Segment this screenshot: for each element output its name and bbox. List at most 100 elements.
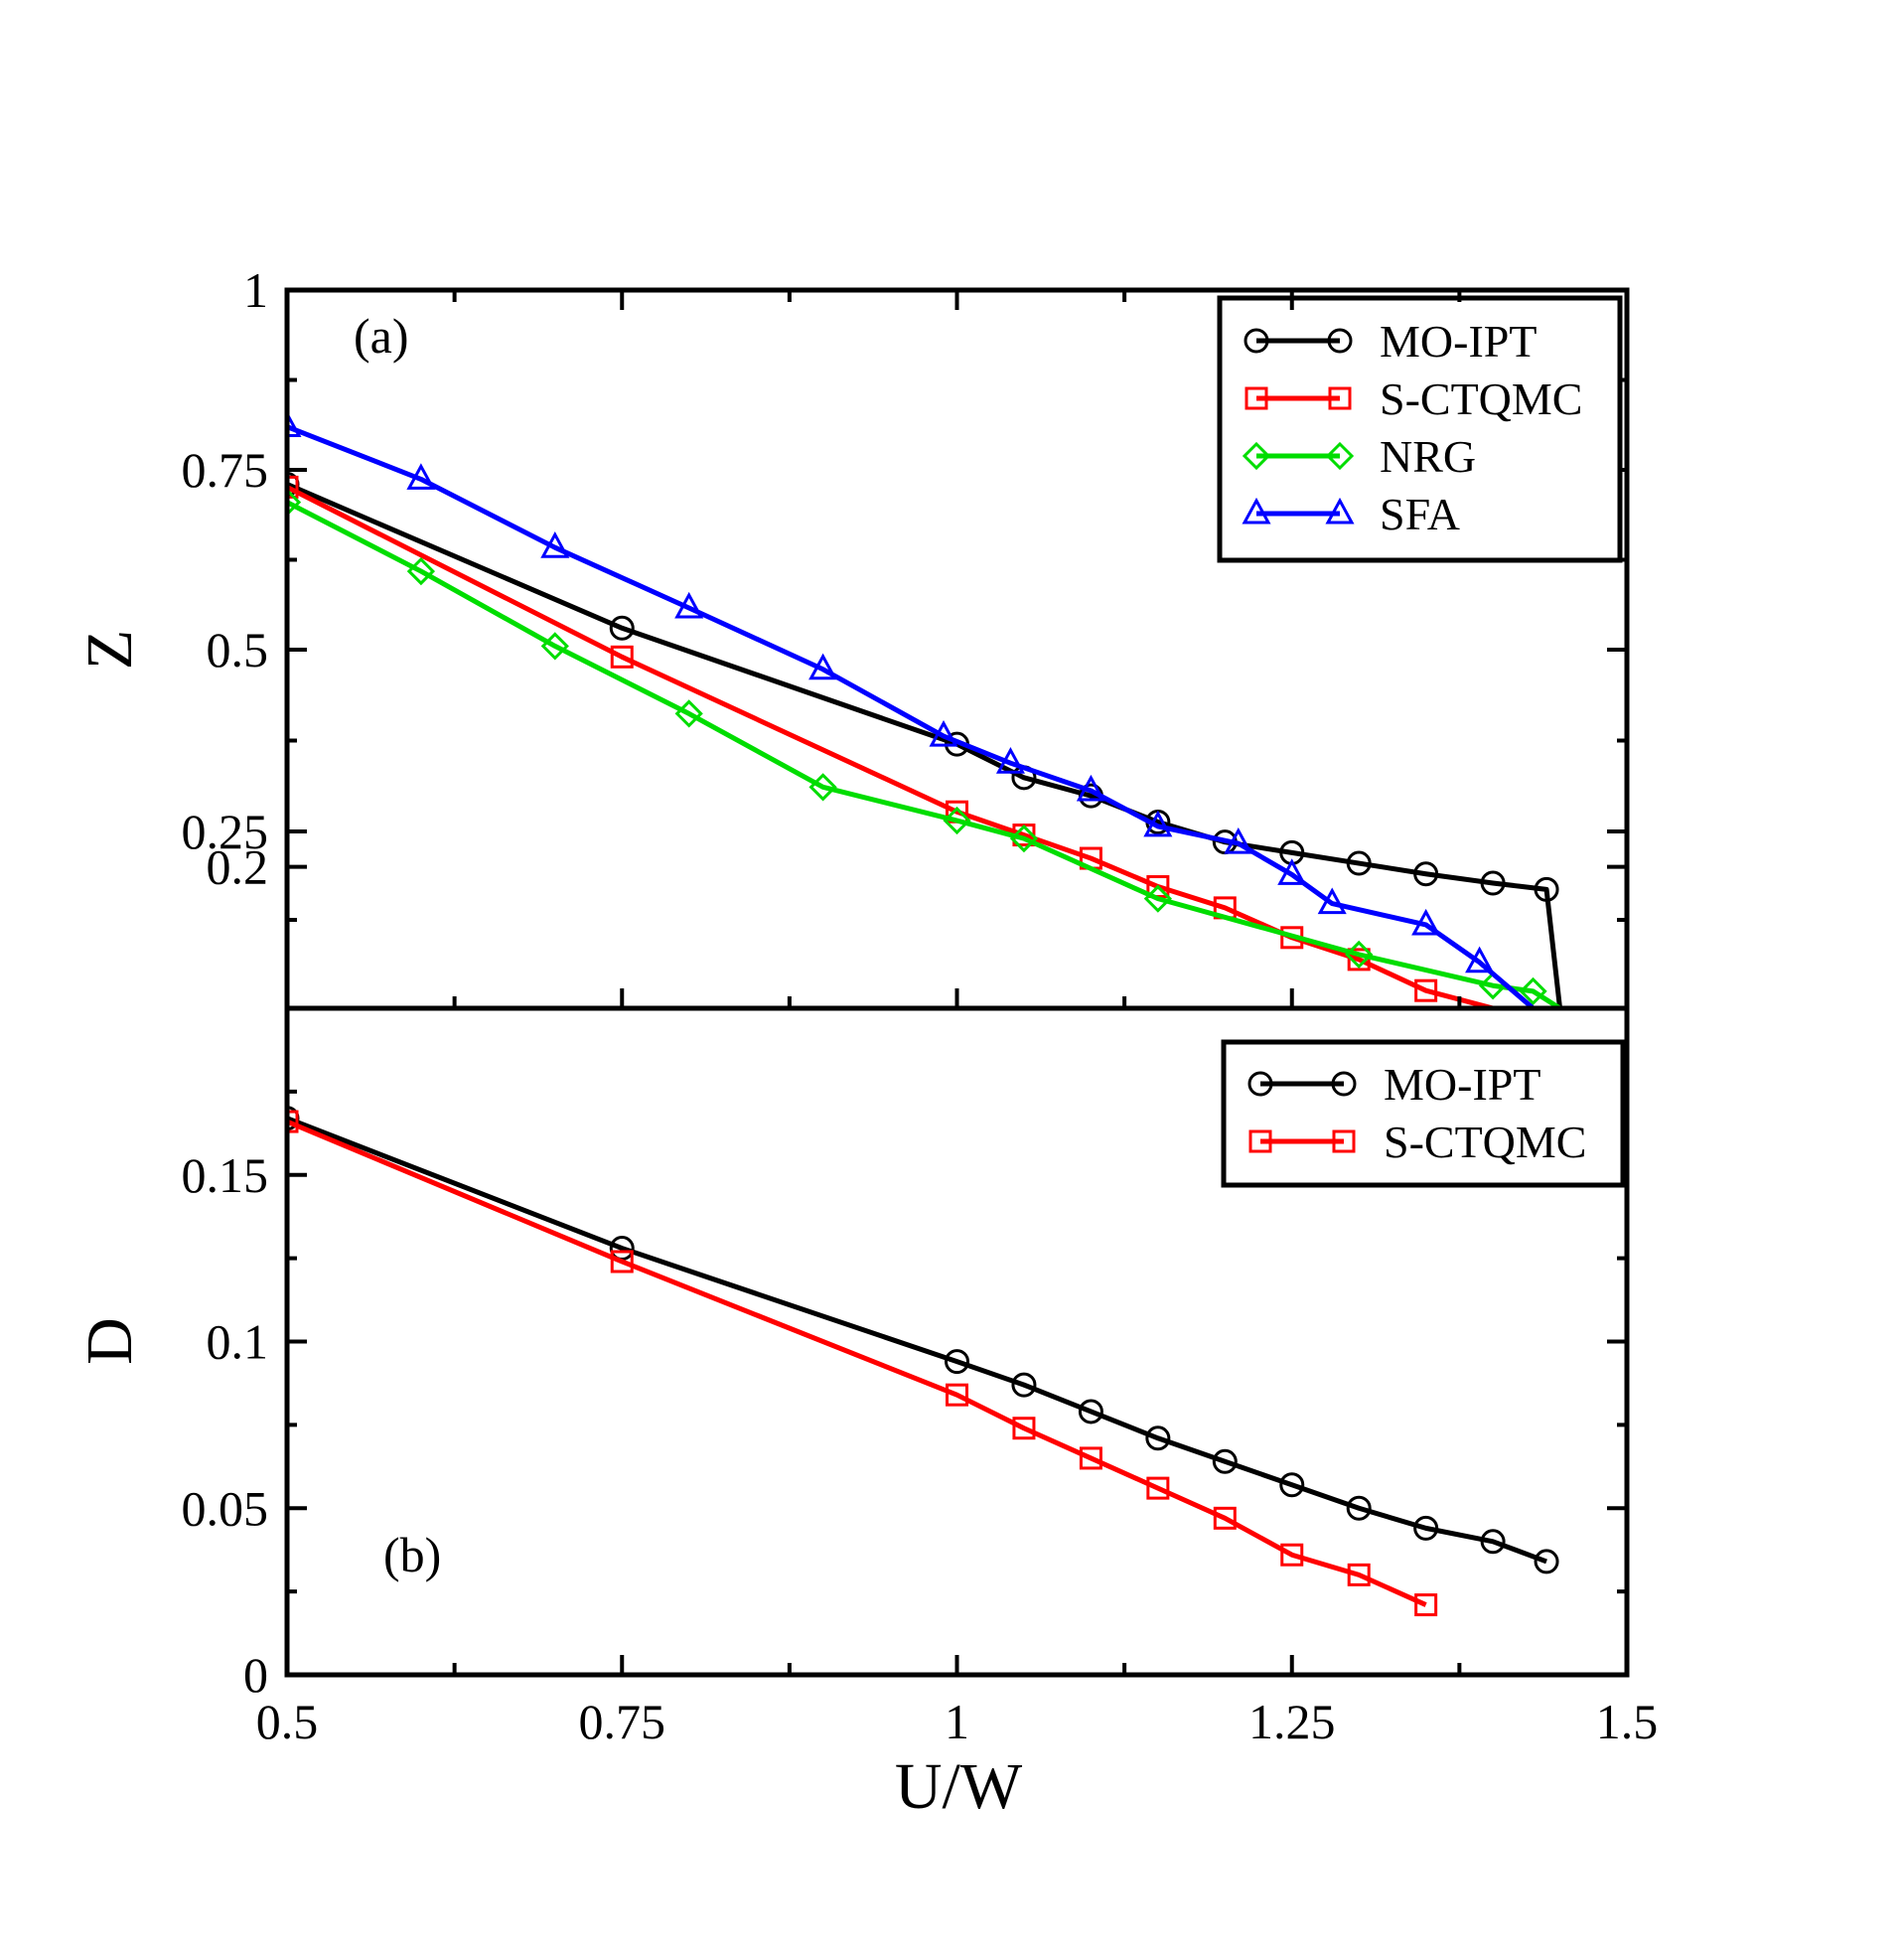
panel-a-point-s-ctqmc-9 — [1414, 978, 1438, 1002]
panel-a-y-title: Z — [73, 630, 146, 670]
panel-b-point-s-ctqmc-3 — [1012, 1417, 1036, 1440]
panel-a-point-nrg-3 — [674, 699, 703, 728]
panel-a-point-mo-ipt-9 — [1413, 861, 1439, 887]
panel-a-point-nrg-0 — [287, 488, 302, 517]
panel-b-legend-marker-end — [1331, 1071, 1357, 1097]
panel-a-legend-label-mo-ipt: MO-IPT — [1380, 316, 1537, 367]
x-axis-title: U/W — [895, 1750, 1023, 1823]
panel-a-point-sfa-8 — [1143, 810, 1173, 837]
panel-b-point-s-ctqmc-1 — [610, 1250, 634, 1274]
panel-b-ytick-label-3: 0.15 — [182, 1147, 269, 1203]
panel-a-line-nrg — [287, 500, 1561, 1008]
panel-a-ytick-label-1: 0.25 — [182, 804, 269, 859]
panel-b-point-s-ctqmc-5 — [1146, 1476, 1170, 1500]
panel-b-point-mo-ipt-2 — [945, 1349, 969, 1375]
panel-a-point-sfa-12 — [1411, 908, 1441, 936]
panel-a-point-sfa-7 — [1076, 774, 1105, 802]
panel-a-legend-label-sfa: SFA — [1380, 489, 1460, 539]
panel-b-line-s-ctqmc — [287, 1119, 1427, 1607]
panel-b-point-mo-ipt-5 — [1145, 1425, 1171, 1451]
panel-a-point-sfa-9 — [1224, 826, 1253, 854]
panel-b-point-mo-ipt-11 — [1534, 1549, 1559, 1574]
panel-b-legend-label-mo-ipt: MO-IPT — [1384, 1059, 1540, 1110]
x-axis: 0.5 0.75 1 1.25 1.5 U/W — [256, 290, 1659, 1823]
panel-a-legend-label-s-ctqmc: S-CTQMC — [1380, 374, 1582, 424]
panel-b-point-s-ctqmc-0 — [287, 1110, 299, 1133]
panel-b-legend-marker-end — [1332, 1129, 1356, 1153]
panel-b-ytick-label-0: 0 — [243, 1647, 268, 1703]
panel-a-point-sfa-3 — [674, 591, 704, 619]
x-tick-label-0: 0.5 — [256, 1694, 319, 1749]
x-tick-label-4: 1.5 — [1596, 1694, 1659, 1749]
panel-a-ytick-label-4: 1 — [243, 262, 268, 318]
panel-b-point-mo-ipt-8 — [1346, 1495, 1372, 1521]
panel-b-point-mo-ipt-3 — [1011, 1372, 1037, 1398]
panel-a-point-nrg-5 — [943, 806, 971, 835]
panel-a-legend-marker-start — [1245, 386, 1268, 410]
panel-b-series-s-ctqmc — [287, 1110, 1438, 1617]
panel-a-label: (a) — [354, 308, 409, 364]
panel-a-point-nrg-10 — [1519, 976, 1547, 1006]
panel-a-point-sfa-6 — [995, 747, 1025, 774]
panel-a-point-nrg-1 — [406, 556, 436, 586]
panel-b-point-s-ctqmc-8 — [1347, 1563, 1371, 1586]
panel-a-legend-marker-start — [1244, 328, 1269, 354]
panel-b-point-s-ctqmc-7 — [1280, 1543, 1304, 1567]
panel-b-ytick-label-2: 0.1 — [207, 1314, 269, 1370]
panel-a-legend-entry-mo-ipt: MO-IPT — [1244, 316, 1537, 367]
panel-b-label: (b) — [383, 1527, 441, 1582]
panel-a-point-nrg-4 — [808, 773, 837, 802]
panel-a-legend-marker-end — [1325, 497, 1355, 525]
panel-a-point-sfa-11 — [1317, 887, 1347, 915]
panel-a-legend-marker-end — [1327, 328, 1353, 354]
panel-b-legend-label-s-ctqmc: S-CTQMC — [1384, 1117, 1586, 1167]
panel-a-series-nrg — [287, 488, 1561, 1008]
panel-b-ytick-label-1: 0.05 — [182, 1480, 269, 1536]
panel-a-point-s-ctqmc-8 — [1347, 948, 1371, 972]
panel-a-point-s-ctqmc-0 — [287, 475, 299, 499]
panel-a-point-mo-ipt-1 — [609, 615, 635, 641]
panel-a-point-sfa-10 — [1277, 858, 1307, 885]
panel-b-legend-entry-mo-ipt: MO-IPT — [1247, 1059, 1540, 1110]
panel-b-legend: MO-IPT S-CTQMC — [1221, 1039, 1626, 1188]
panel-b-point-mo-ipt-10 — [1480, 1529, 1506, 1555]
panel-a-point-nrg-8 — [1345, 940, 1374, 970]
panel-a-line-sfa — [287, 424, 1536, 1008]
panel-a-point-mo-ipt-8 — [1346, 850, 1372, 876]
panel-a-ytick-label-0: 0.2 — [207, 839, 269, 895]
panel-b-point-mo-ipt-6 — [1212, 1448, 1238, 1474]
x-tick-label-3: 1.25 — [1248, 1694, 1336, 1749]
panel-a-legend-entry-nrg: NRG — [1242, 431, 1476, 482]
panel-b-legend-marker-start — [1247, 1071, 1273, 1097]
panel-a-legend-marker-end — [1328, 386, 1352, 410]
panel-b-point-mo-ipt-7 — [1279, 1472, 1305, 1498]
panel-b-point-s-ctqmc-4 — [1079, 1446, 1102, 1470]
panel-b-point-mo-ipt-4 — [1078, 1399, 1103, 1424]
x-tick-label-1: 0.75 — [579, 1694, 666, 1749]
panel-a-legend-label-nrg: NRG — [1380, 431, 1476, 482]
panel-a-legend-marker-end — [1325, 441, 1355, 471]
panel-a-z: 0.20.25 0.5 0.75 1 (a) Z MO-IPT S-CTQMC NRG SF… — [73, 262, 1630, 1011]
panel-a-point-sfa-1 — [406, 463, 436, 490]
panel-b-point-s-ctqmc-2 — [946, 1383, 968, 1407]
panel-a-point-sfa-0 — [287, 410, 302, 438]
panel-b-legend-marker-start — [1248, 1129, 1272, 1153]
panel-a-point-sfa-2 — [540, 531, 570, 558]
panel-b-point-s-ctqmc-6 — [1213, 1506, 1237, 1530]
panel-a-point-nrg-7 — [1143, 884, 1172, 913]
panel-a-point-sfa-13 — [1465, 946, 1495, 974]
panel-a-point-s-ctqmc-1 — [610, 645, 634, 669]
panel-a-ytick-label-3: 0.75 — [182, 442, 269, 498]
panel-b-legend-box — [1221, 1039, 1626, 1188]
panel-a-legend-entry-s-ctqmc: S-CTQMC — [1245, 374, 1582, 424]
panel-a-legend-marker-start — [1242, 441, 1271, 471]
panel-a-legend-entry-sfa: SFA — [1242, 489, 1460, 539]
panel-a-point-sfa-4 — [808, 653, 838, 680]
panel-a-point-mo-ipt-10 — [1480, 870, 1506, 896]
panel-b-legend-entry-s-ctqmc: S-CTQMC — [1248, 1117, 1586, 1167]
panel-a-series-sfa — [287, 410, 1536, 1008]
panel-a-ytick-label-2: 0.5 — [207, 622, 269, 677]
panel-a-legend: MO-IPT S-CTQMC NRG SFA — [1217, 295, 1623, 563]
panel-b-y-title: D — [73, 1317, 146, 1365]
